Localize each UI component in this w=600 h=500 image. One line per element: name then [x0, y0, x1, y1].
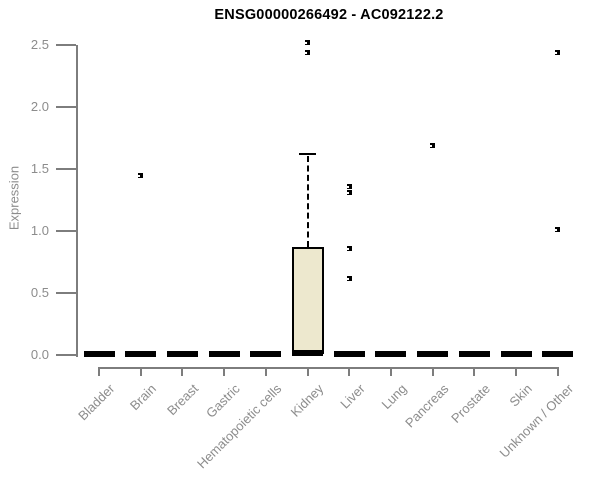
boxplot-whisker: [306, 156, 309, 248]
outlier-point: [555, 227, 561, 233]
outlier-point-hole: [305, 42, 307, 45]
y-axis-line: [76, 45, 78, 357]
y-tick: [56, 230, 76, 232]
x-axis-line: [98, 367, 559, 369]
outlier-point-hole: [430, 144, 433, 147]
y-tick-label: 1.0: [30, 223, 49, 238]
outlier-point: [346, 245, 352, 251]
outlier-point: [346, 183, 352, 189]
x-tick-label-text: Pancreas: [401, 381, 452, 431]
x-tick: [223, 367, 226, 376]
x-tick-label-text: Prostate: [448, 381, 493, 426]
y-tick-label: 0.5: [30, 285, 49, 300]
outlier-point-hole: [555, 51, 558, 54]
outlier-point: [430, 142, 436, 148]
boxplot-median: [250, 350, 282, 357]
x-tick: [473, 367, 476, 376]
x-tick: [98, 367, 100, 376]
x-tick-label-text: Unknown / Other: [496, 381, 577, 461]
boxplot-median: [542, 350, 574, 357]
y-tick-label: 2.0: [30, 99, 49, 114]
boxplot-median: [458, 350, 490, 357]
x-tick: [348, 367, 351, 376]
y-tick: [56, 292, 76, 294]
x-tick-label-text: Gastric: [202, 381, 243, 421]
boxplot-median: [292, 349, 323, 356]
x-tick: [515, 367, 517, 376]
x-tick-label-text: Bladder: [75, 381, 118, 424]
outlier-point: [346, 275, 352, 281]
outlier-point: [305, 40, 310, 46]
x-tick: [431, 367, 434, 376]
y-tick: [56, 44, 76, 46]
x-tick: [181, 367, 184, 376]
x-tick-label-text: Liver: [337, 381, 368, 412]
outlier-point-hole: [346, 277, 349, 280]
boxplot-whisker-cap: [299, 153, 316, 156]
x-tick: [264, 367, 267, 376]
y-tick-label: 2.5: [30, 37, 49, 52]
boxplot-median: [417, 350, 449, 357]
y-tick: [56, 354, 76, 356]
outlier-point: [346, 190, 352, 196]
y-tick-label: 0.0: [30, 347, 49, 362]
chart-title: ENSG00000266492 - AC092122.2: [214, 7, 444, 23]
boxplot-median: [208, 350, 240, 357]
boxplot-median: [375, 350, 407, 357]
outlier-point-hole: [346, 185, 349, 188]
outlier-point: [138, 172, 144, 178]
boxplot-median: [500, 350, 532, 357]
boxplot-median: [333, 350, 365, 357]
outlier-point-hole: [346, 192, 349, 195]
outlier-point-hole: [346, 247, 349, 250]
outlier-point-hole: [305, 51, 307, 54]
boxplot-box: [291, 247, 324, 354]
y-tick-label: 1.5: [30, 161, 49, 176]
boxplot-median: [166, 350, 198, 357]
x-tick-label-text: Kidney: [287, 381, 327, 420]
outlier-point: [555, 49, 561, 55]
outlier-point: [305, 49, 310, 55]
x-tick-label-text: Breast: [163, 381, 201, 419]
x-tick: [556, 367, 559, 376]
x-tick: [139, 367, 142, 376]
outlier-point-hole: [138, 174, 141, 177]
boxplot-median: [125, 350, 157, 357]
x-tick: [389, 367, 392, 376]
x-tick-label-text: Lung: [378, 381, 410, 413]
y-tick: [56, 106, 76, 108]
y-tick: [56, 168, 76, 170]
x-tick-label-text: Brain: [127, 381, 160, 414]
x-tick: [306, 367, 309, 376]
x-tick-label-text: Skin: [506, 381, 535, 410]
outlier-point-hole: [555, 229, 558, 232]
boxplot-median: [83, 350, 115, 357]
